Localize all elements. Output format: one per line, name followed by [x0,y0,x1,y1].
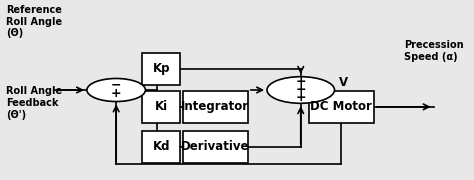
Circle shape [87,78,146,102]
FancyBboxPatch shape [182,131,248,163]
Text: Precession
Speed (α): Precession Speed (α) [404,40,464,62]
Text: Roll Angle
Feedback
(Θ'): Roll Angle Feedback (Θ') [6,86,62,120]
Text: +: + [111,87,121,100]
Text: Kp: Kp [153,62,170,75]
Text: Kd: Kd [153,140,170,153]
Text: −: − [111,78,121,91]
Circle shape [267,77,335,103]
Text: +: + [295,75,306,88]
Text: Integrator: Integrator [181,100,249,113]
FancyBboxPatch shape [309,91,374,123]
FancyBboxPatch shape [142,131,180,163]
Text: +: + [295,83,306,96]
Text: DC Motor: DC Motor [310,100,372,113]
Text: Derivative: Derivative [181,140,249,153]
Text: Ki: Ki [155,100,168,113]
Text: Reference
Roll Angle
(Θ): Reference Roll Angle (Θ) [6,5,62,38]
FancyBboxPatch shape [142,53,180,85]
FancyBboxPatch shape [182,91,248,123]
Text: V: V [339,76,348,89]
Text: +: + [295,91,306,104]
FancyBboxPatch shape [142,91,180,123]
